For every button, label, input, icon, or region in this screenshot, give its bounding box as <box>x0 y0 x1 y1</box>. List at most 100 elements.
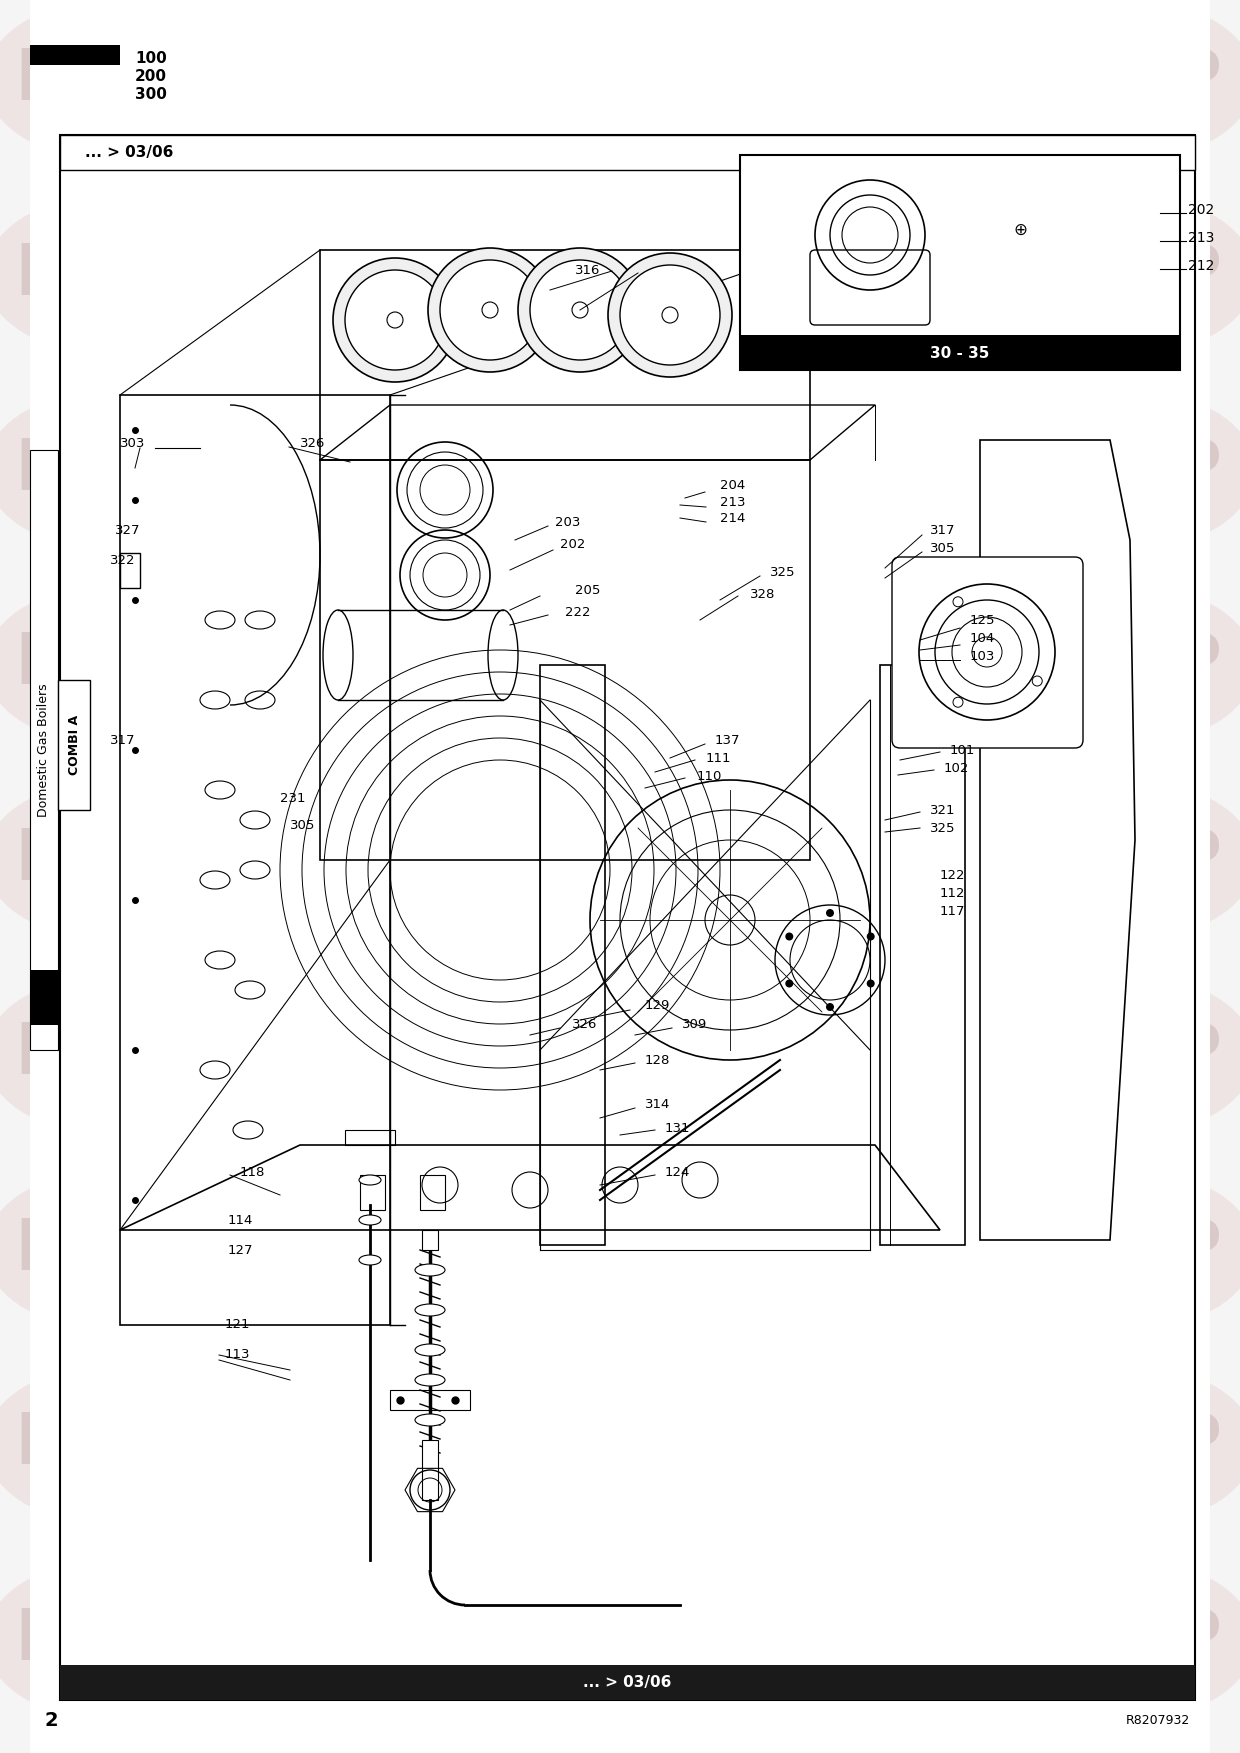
Text: S: S <box>334 1411 386 1480</box>
Ellipse shape <box>246 978 475 1132</box>
Bar <box>30 969 58 1026</box>
Circle shape <box>428 247 552 372</box>
Bar <box>120 552 140 587</box>
Text: P: P <box>388 240 441 310</box>
Text: 127: 127 <box>228 1243 253 1257</box>
Text: H: H <box>275 826 335 894</box>
Text: 212: 212 <box>1188 259 1214 273</box>
Ellipse shape <box>415 1415 445 1425</box>
Text: 222: 222 <box>565 605 590 619</box>
Text: 322: 322 <box>110 554 135 566</box>
Text: P: P <box>649 826 702 894</box>
Text: H: H <box>15 826 76 894</box>
Ellipse shape <box>0 978 215 1132</box>
Text: H: H <box>1055 1411 1115 1480</box>
Text: H: H <box>534 826 595 894</box>
Circle shape <box>826 910 835 917</box>
Ellipse shape <box>765 393 994 547</box>
Text: S: S <box>334 826 386 894</box>
Text: H: H <box>795 826 856 894</box>
Text: 117: 117 <box>940 905 966 917</box>
Text: 121: 121 <box>224 1318 250 1332</box>
Ellipse shape <box>1025 1367 1240 1523</box>
Text: S: S <box>74 240 126 310</box>
Text: H: H <box>15 631 76 699</box>
Text: P: P <box>129 46 181 114</box>
Text: P: P <box>1168 435 1221 505</box>
Text: 309: 309 <box>682 1018 707 1031</box>
Text: 137: 137 <box>715 733 740 747</box>
Text: S: S <box>334 435 386 505</box>
Text: P: P <box>909 1411 961 1480</box>
Bar <box>30 451 58 1050</box>
Text: 118: 118 <box>241 1166 265 1178</box>
Ellipse shape <box>765 782 994 938</box>
Circle shape <box>826 1003 835 1011</box>
Text: Domestic Gas Boilers: Domestic Gas Boilers <box>37 684 51 817</box>
Text: 317: 317 <box>930 524 956 536</box>
Text: 114: 114 <box>228 1213 253 1227</box>
Text: 204: 204 <box>720 479 745 491</box>
Text: P: P <box>129 826 181 894</box>
Text: 231: 231 <box>280 792 305 805</box>
Ellipse shape <box>505 587 735 743</box>
Ellipse shape <box>246 782 475 938</box>
Text: S: S <box>334 631 386 699</box>
Text: P: P <box>388 631 441 699</box>
Text: S: S <box>594 1606 646 1674</box>
Text: H: H <box>275 240 335 310</box>
Text: P: P <box>1168 240 1221 310</box>
Circle shape <box>620 265 720 365</box>
Text: 325: 325 <box>930 822 956 834</box>
Text: H: H <box>795 631 856 699</box>
Text: 213: 213 <box>720 496 745 508</box>
Ellipse shape <box>1025 2 1240 158</box>
Circle shape <box>785 980 794 987</box>
Text: P: P <box>388 1215 441 1285</box>
Text: H: H <box>1055 631 1115 699</box>
Text: 125: 125 <box>970 614 996 626</box>
Bar <box>60 1665 1195 1700</box>
Ellipse shape <box>505 1367 735 1523</box>
Bar <box>880 664 965 1245</box>
Text: P: P <box>649 46 702 114</box>
Bar <box>740 335 1180 370</box>
Text: S: S <box>594 1411 646 1480</box>
Ellipse shape <box>765 1562 994 1718</box>
Bar <box>422 1231 438 1250</box>
Text: H: H <box>275 435 335 505</box>
Text: 326: 326 <box>300 436 325 449</box>
Ellipse shape <box>246 1562 475 1718</box>
Bar <box>360 1175 384 1210</box>
Ellipse shape <box>1025 587 1240 743</box>
Text: P: P <box>129 1020 181 1090</box>
Text: H: H <box>275 1020 335 1090</box>
Text: P: P <box>388 1606 441 1674</box>
Text: S: S <box>1114 631 1166 699</box>
Text: P: P <box>909 240 961 310</box>
Text: H: H <box>534 46 595 114</box>
Text: P: P <box>909 631 961 699</box>
Ellipse shape <box>1025 198 1240 352</box>
Ellipse shape <box>0 587 215 743</box>
Text: S: S <box>1114 435 1166 505</box>
Ellipse shape <box>360 1255 381 1266</box>
Text: P: P <box>649 1606 702 1674</box>
Text: P: P <box>649 240 702 310</box>
Text: 104: 104 <box>970 631 996 645</box>
Text: H: H <box>534 1411 595 1480</box>
Text: H: H <box>275 1606 335 1674</box>
Bar <box>422 1439 438 1501</box>
Text: P: P <box>909 435 961 505</box>
Text: 102: 102 <box>944 761 970 775</box>
Circle shape <box>518 247 642 372</box>
Text: P: P <box>909 46 961 114</box>
Text: S: S <box>854 1215 906 1285</box>
Ellipse shape <box>0 2 215 158</box>
Text: 30 - 35: 30 - 35 <box>930 345 990 361</box>
Ellipse shape <box>765 2 994 158</box>
Text: S: S <box>594 435 646 505</box>
Text: H: H <box>795 46 856 114</box>
Ellipse shape <box>765 198 994 352</box>
Text: H: H <box>1055 826 1115 894</box>
